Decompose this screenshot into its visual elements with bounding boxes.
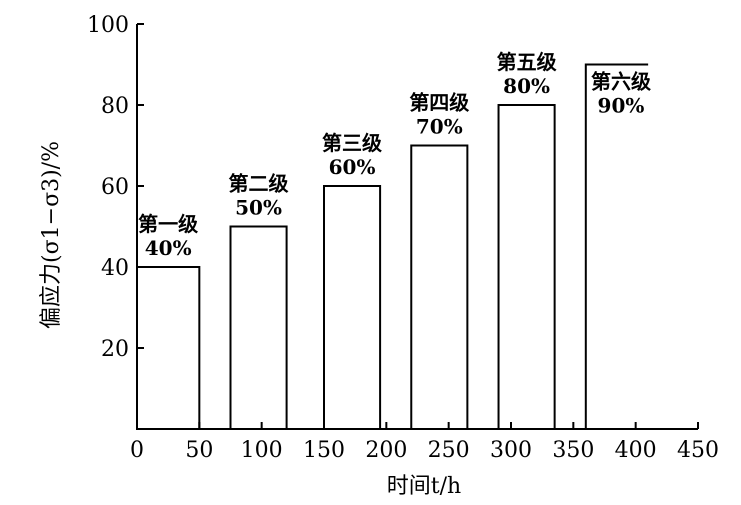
x-tick-label: 350 — [552, 438, 594, 463]
x-tick-label: 300 — [490, 438, 532, 463]
x-axis-title: 时间t/h — [387, 474, 461, 499]
y-tick-label: 20 — [101, 337, 129, 362]
x-tick-label: 100 — [241, 438, 283, 463]
bar-stage-label: 第五级 — [497, 50, 557, 74]
bar-stage-label: 第二级 — [229, 172, 289, 196]
x-tick-label: 50 — [185, 438, 213, 463]
bar-3 — [323, 185, 382, 430]
bar-stage-label: 第四级 — [409, 91, 469, 115]
axes-group: 20 40 60 80 100 0 50 100 150 200 250 300 350 400 450 — [87, 13, 719, 463]
bar-stage-label: 第一级 — [138, 212, 198, 236]
bar-stage-label: 第六级 — [591, 70, 651, 94]
x-tick-label: 0 — [130, 438, 144, 463]
y-tick-label: 60 — [101, 175, 129, 200]
y-tick-label: 80 — [101, 94, 129, 119]
x-tick-label: 250 — [428, 438, 470, 463]
y-axis-title: 偏应力(σ1−σ3)/% — [39, 141, 64, 329]
bar-value-label: 50% — [235, 196, 282, 220]
y-tick-label: 100 — [87, 13, 129, 38]
x-tick-label: 450 — [677, 438, 719, 463]
x-tick-label: 400 — [615, 438, 657, 463]
bar-value-label: 60% — [329, 155, 376, 179]
bars-group — [136, 63, 649, 430]
bar-2 — [229, 225, 288, 430]
x-tick-label: 200 — [365, 438, 407, 463]
bar-1 — [136, 266, 201, 430]
x-tick-label: 150 — [303, 438, 345, 463]
bar-value-label: 80% — [503, 74, 550, 98]
bar-value-label: 40% — [145, 236, 192, 260]
bar-stage-label: 第三级 — [322, 131, 382, 155]
bar-value-label: 90% — [598, 94, 645, 118]
y-tick-label: 40 — [101, 256, 129, 281]
bar-4 — [410, 144, 469, 430]
bar-6 — [584, 63, 649, 429]
bar-value-label: 70% — [416, 115, 463, 139]
bar-5 — [497, 104, 556, 430]
